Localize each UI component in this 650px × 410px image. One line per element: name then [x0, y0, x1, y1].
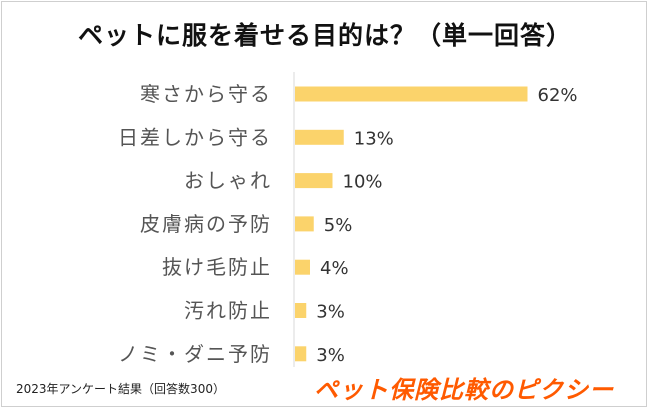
bar [295, 86, 528, 102]
brand-logo-text: ペット保険比較のピクシー [314, 376, 614, 404]
bar [295, 303, 307, 318]
chart-title: ペットに服を着せる目的は？（単一回答） [77, 21, 572, 50]
bar [295, 129, 344, 145]
value-label: 62% [538, 85, 578, 106]
value-label: 5% [324, 215, 353, 236]
survey-footnote: 2023年アンケート結果（回答数300） [16, 382, 225, 396]
category-label: おしゃれ [184, 169, 272, 193]
bars-layer: 寒さから守る 62% 日差しから守る 13% おしゃれ 10% 皮膚病の予防 5% 抜け毛防止 4… [118, 82, 578, 366]
value-label: 3% [316, 345, 345, 366]
category-label: 寒さから守る [140, 82, 272, 106]
bar [295, 259, 310, 275]
bar [295, 346, 307, 362]
value-label: 4% [320, 258, 349, 279]
bar [295, 173, 333, 189]
category-label: 抜け毛防止 [162, 255, 272, 279]
bar [295, 216, 314, 232]
value-label: 3% [316, 302, 345, 323]
category-label: ノミ・ダニ予防 [118, 342, 272, 366]
category-label: 皮膚病の予防 [140, 212, 272, 236]
value-label: 13% [354, 128, 394, 149]
category-label: 汚れ防止 [184, 299, 272, 323]
category-label: 日差しから守る [118, 125, 272, 149]
value-label: 10% [343, 172, 383, 193]
